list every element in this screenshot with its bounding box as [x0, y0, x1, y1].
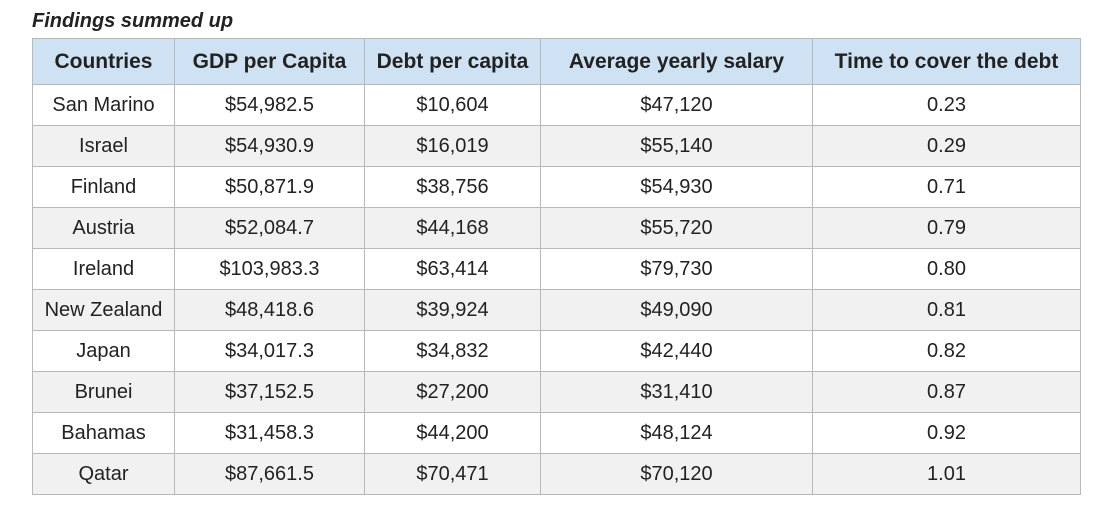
cell-country: Ireland — [32, 248, 175, 290]
table-row: Bahamas $31,458.3 $44,200 $48,124 0.92 — [32, 412, 1081, 454]
cell-time-to-cover-debt: 0.82 — [812, 330, 1081, 372]
cell-country: Japan — [32, 330, 175, 372]
cell-country: Finland — [32, 166, 175, 208]
cell-country: San Marino — [32, 84, 175, 126]
cell-debt-per-capita: $34,832 — [364, 330, 541, 372]
table-row: Brunei $37,152.5 $27,200 $31,410 0.87 — [32, 371, 1081, 413]
cell-country: Austria — [32, 207, 175, 249]
cell-debt-per-capita: $39,924 — [364, 289, 541, 331]
cell-country: Israel — [32, 125, 175, 167]
header-row: Countries GDP per Capita Debt per capita… — [32, 38, 1081, 85]
table-row: Japan $34,017.3 $34,832 $42,440 0.82 — [32, 330, 1081, 372]
header-debt-per-capita: Debt per capita — [364, 38, 541, 85]
cell-average-yearly-salary: $70,120 — [540, 453, 813, 495]
cell-time-to-cover-debt: 0.87 — [812, 371, 1081, 413]
cell-debt-per-capita: $70,471 — [364, 453, 541, 495]
cell-gdp-per-capita: $37,152.5 — [174, 371, 365, 413]
header-average-yearly-salary: Average yearly salary — [540, 38, 813, 85]
cell-gdp-per-capita: $48,418.6 — [174, 289, 365, 331]
cell-time-to-cover-debt: 0.79 — [812, 207, 1081, 249]
cell-gdp-per-capita: $52,084.7 — [174, 207, 365, 249]
cell-time-to-cover-debt: 0.71 — [812, 166, 1081, 208]
table-row: Finland $50,871.9 $38,756 $54,930 0.71 — [32, 166, 1081, 208]
cell-time-to-cover-debt: 0.92 — [812, 412, 1081, 454]
table-row: San Marino $54,982.5 $10,604 $47,120 0.2… — [32, 84, 1081, 126]
cell-average-yearly-salary: $54,930 — [540, 166, 813, 208]
cell-average-yearly-salary: $79,730 — [540, 248, 813, 290]
cell-time-to-cover-debt: 0.80 — [812, 248, 1081, 290]
header-countries: Countries — [32, 38, 175, 85]
cell-average-yearly-salary: $42,440 — [540, 330, 813, 372]
table-caption: Findings summed up — [32, 10, 234, 32]
cell-average-yearly-salary: $55,720 — [540, 207, 813, 249]
cell-time-to-cover-debt: 0.23 — [812, 84, 1081, 126]
cell-average-yearly-salary: $47,120 — [540, 84, 813, 126]
cell-country: Bahamas — [32, 412, 175, 454]
cell-debt-per-capita: $38,756 — [364, 166, 541, 208]
cell-time-to-cover-debt: 0.29 — [812, 125, 1081, 167]
cell-gdp-per-capita: $50,871.9 — [174, 166, 365, 208]
cell-average-yearly-salary: $31,410 — [540, 371, 813, 413]
cell-gdp-per-capita: $54,982.5 — [174, 84, 365, 126]
cell-country: New Zealand — [32, 289, 175, 331]
cell-average-yearly-salary: $55,140 — [540, 125, 813, 167]
cell-debt-per-capita: $63,414 — [364, 248, 541, 290]
cell-gdp-per-capita: $103,983.3 — [174, 248, 365, 290]
cell-debt-per-capita: $16,019 — [364, 125, 541, 167]
cell-time-to-cover-debt: 1.01 — [812, 453, 1081, 495]
cell-country: Brunei — [32, 371, 175, 413]
table-row: Ireland $103,983.3 $63,414 $79,730 0.80 — [32, 248, 1081, 290]
table-row: Qatar $87,661.5 $70,471 $70,120 1.01 — [32, 453, 1081, 495]
cell-average-yearly-salary: $48,124 — [540, 412, 813, 454]
header-gdp-per-capita: GDP per Capita — [174, 38, 365, 85]
cell-gdp-per-capita: $34,017.3 — [174, 330, 365, 372]
table-row: New Zealand $48,418.6 $39,924 $49,090 0.… — [32, 289, 1081, 331]
cell-gdp-per-capita: $87,661.5 — [174, 453, 365, 495]
cell-debt-per-capita: $44,200 — [364, 412, 541, 454]
cell-debt-per-capita: $44,168 — [364, 207, 541, 249]
cell-debt-per-capita: $27,200 — [364, 371, 541, 413]
table-row: Austria $52,084.7 $44,168 $55,720 0.79 — [32, 207, 1081, 249]
cell-time-to-cover-debt: 0.81 — [812, 289, 1081, 331]
cell-average-yearly-salary: $49,090 — [540, 289, 813, 331]
cell-country: Qatar — [32, 453, 175, 495]
table-row: Israel $54,930.9 $16,019 $55,140 0.29 — [32, 125, 1081, 167]
header-time-to-cover-debt: Time to cover the debt — [812, 38, 1081, 85]
cell-debt-per-capita: $10,604 — [364, 84, 541, 126]
findings-table: Countries GDP per Capita Debt per capita… — [32, 38, 1081, 495]
cell-gdp-per-capita: $54,930.9 — [174, 125, 365, 167]
cell-gdp-per-capita: $31,458.3 — [174, 412, 365, 454]
